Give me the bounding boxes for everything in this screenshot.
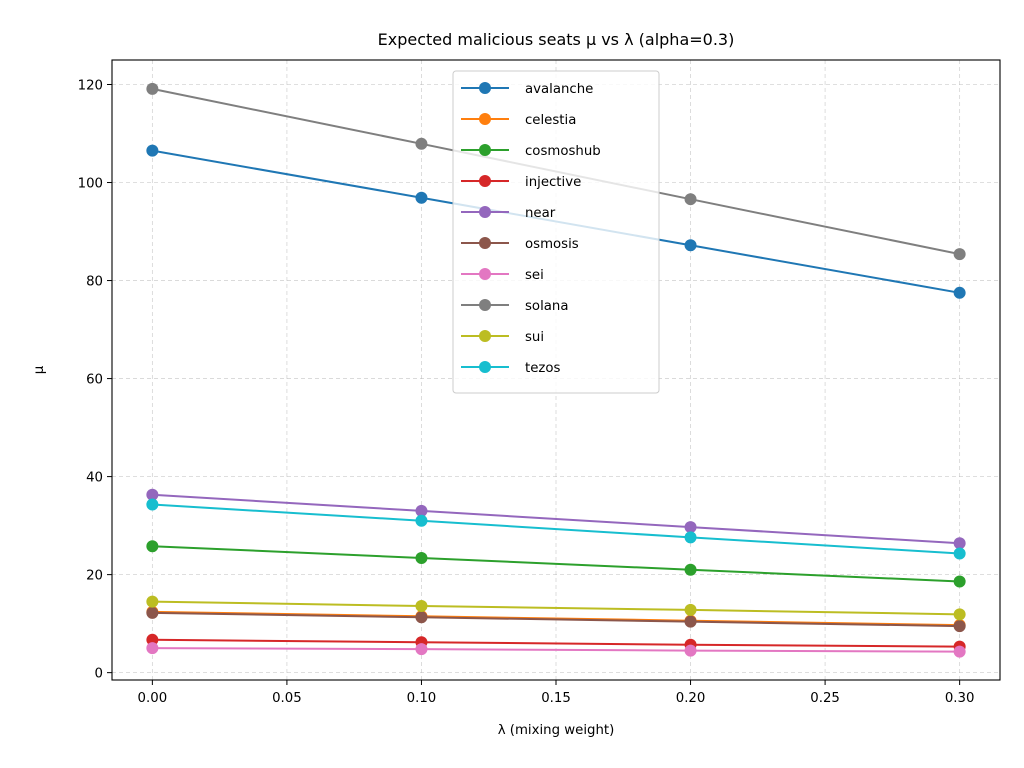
legend-entry-sui: sui xyxy=(461,330,544,345)
data-point xyxy=(684,193,697,206)
data-point xyxy=(146,633,159,646)
legend-label: osmosis xyxy=(525,237,579,252)
legend-marker xyxy=(479,299,491,311)
y-tick-label: 100 xyxy=(78,177,103,192)
data-point xyxy=(953,248,966,261)
series-line xyxy=(152,647,960,653)
legend-label: near xyxy=(525,206,556,221)
y-tick-label: 60 xyxy=(86,373,103,388)
data-point xyxy=(146,595,159,608)
data-point xyxy=(684,644,697,657)
legend-entry-solana: solana xyxy=(461,299,568,314)
legend-label: sei xyxy=(525,268,544,283)
data-point xyxy=(953,620,966,633)
legend-marker xyxy=(479,144,491,156)
data-point xyxy=(146,606,159,619)
legend-entry-celestia: celestia xyxy=(461,113,576,128)
data-point xyxy=(953,537,966,550)
series-tezos xyxy=(146,498,966,560)
data-point xyxy=(415,504,428,517)
data-point xyxy=(684,603,697,616)
x-tick-label: 0.30 xyxy=(945,691,975,706)
legend-marker xyxy=(479,237,491,249)
legend-entry-near: near xyxy=(461,206,556,221)
legend-label: sui xyxy=(525,330,544,345)
data-point xyxy=(953,547,966,560)
legend-marker xyxy=(479,268,491,280)
x-tick-label: 0.05 xyxy=(272,691,302,706)
data-point xyxy=(953,645,966,658)
series-line xyxy=(152,611,960,628)
data-point xyxy=(415,643,428,656)
data-point xyxy=(146,488,159,501)
x-axis-ticks: 0.00 0.05 0.10 0.15 0.20 0.25 0.30 xyxy=(138,680,975,706)
data-point xyxy=(953,575,966,588)
x-tick-label: 0.10 xyxy=(407,691,437,706)
legend-marker xyxy=(479,113,491,125)
data-point xyxy=(953,286,966,299)
data-point xyxy=(415,191,428,204)
data-point xyxy=(684,521,697,534)
legend-marker xyxy=(479,206,491,218)
data-point xyxy=(415,599,428,612)
data-point xyxy=(415,514,428,527)
legend-entry-tezos: tezos xyxy=(461,361,561,376)
series-near xyxy=(146,488,966,550)
series-line xyxy=(152,545,960,583)
data-point xyxy=(146,540,159,553)
series-sei xyxy=(146,642,966,658)
x-tick-label: 0.25 xyxy=(810,691,840,706)
legend-entry-sei: sei xyxy=(461,268,544,283)
data-point xyxy=(146,82,159,95)
data-point xyxy=(146,144,159,157)
data-point xyxy=(684,531,697,544)
series-line xyxy=(152,638,960,648)
legend-entry-injective: injective xyxy=(461,175,581,190)
y-tick-label: 80 xyxy=(86,275,103,290)
y-tick-label: 0 xyxy=(95,667,103,682)
legend-label: solana xyxy=(525,299,568,314)
series-line xyxy=(152,493,960,545)
legend-entry-avalanche: avalanche xyxy=(461,82,593,97)
legend-marker xyxy=(479,175,491,187)
x-axis-label: λ (mixing weight) xyxy=(498,723,615,738)
legend-label: avalanche xyxy=(525,82,593,97)
y-tick-label: 20 xyxy=(86,569,103,584)
series-sui xyxy=(146,595,966,621)
x-tick-label: 0.15 xyxy=(541,691,571,706)
data-point xyxy=(415,611,428,624)
data-point xyxy=(415,137,428,150)
series-line xyxy=(152,600,960,616)
chart-title: Expected malicious seats μ vs λ (alpha=0… xyxy=(378,30,735,49)
legend-marker xyxy=(479,330,491,342)
data-point xyxy=(684,563,697,576)
x-tick-label: 0.20 xyxy=(676,691,706,706)
legend-marker xyxy=(479,82,491,94)
series-cosmoshub xyxy=(146,540,966,588)
x-tick-label: 0.00 xyxy=(138,691,168,706)
data-point xyxy=(953,608,966,621)
series-osmosis xyxy=(146,606,966,633)
legend-marker xyxy=(479,361,491,373)
legend-entry-cosmoshub: cosmoshub xyxy=(461,144,601,159)
data-point xyxy=(415,551,428,564)
legend-label: injective xyxy=(525,175,581,190)
data-point xyxy=(684,239,697,252)
legend-label: tezos xyxy=(525,361,561,376)
data-point xyxy=(146,642,159,655)
y-tick-label: 40 xyxy=(86,471,103,486)
legend-label: celestia xyxy=(525,113,576,128)
legend: avalanche celestia cosmoshub injective near o… xyxy=(452,70,660,394)
y-tick-label: 120 xyxy=(78,79,103,94)
legend-label: cosmoshub xyxy=(525,144,601,159)
legend-frame xyxy=(452,70,660,394)
series-line xyxy=(152,503,960,555)
data-point xyxy=(684,615,697,628)
y-axis-ticks: 0 20 40 60 80 100 120 xyxy=(78,79,112,682)
y-axis-label: μ xyxy=(32,365,47,374)
legend-entry-osmosis: osmosis xyxy=(461,237,579,252)
data-point xyxy=(146,498,159,511)
